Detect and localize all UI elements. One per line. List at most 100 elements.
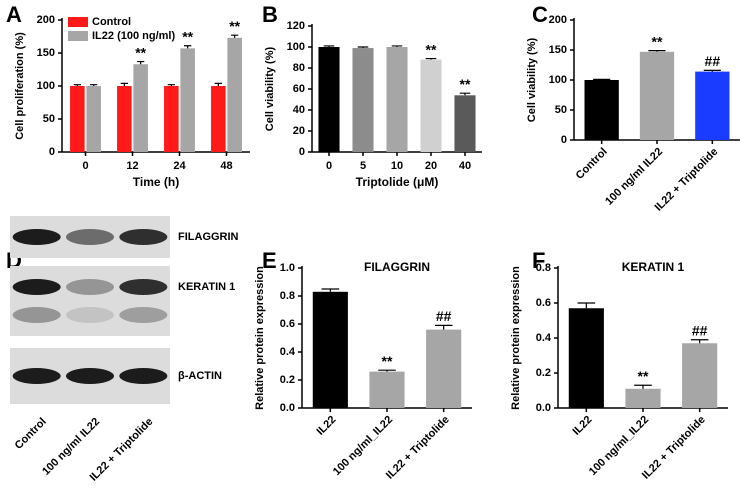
y-tick-label: 60 <box>293 83 305 95</box>
y-tick-label: 50 <box>555 104 567 116</box>
y-tick-label: 0.4 <box>536 332 552 344</box>
y-tick-label: 0.4 <box>280 346 296 358</box>
x-tick-label: IL22 <box>314 414 338 438</box>
y-tick-label: 150 <box>37 47 55 59</box>
row-label: FILAGGRIN <box>178 231 239 243</box>
significance-label: ** <box>652 33 663 49</box>
error-bar <box>231 34 239 38</box>
blot-strip <box>10 266 170 336</box>
blot-band <box>66 307 114 323</box>
panel-letter: B <box>262 2 278 27</box>
significance-label: ## <box>705 53 721 69</box>
error-bar <box>648 50 666 52</box>
y-tick-label: 0 <box>299 146 305 158</box>
error-bar <box>137 60 145 65</box>
significance-label: ** <box>229 18 240 34</box>
x-tick-label: 24 <box>173 160 186 172</box>
significance-label: ** <box>182 28 193 44</box>
blot-band <box>119 279 168 295</box>
y-tick-label: 0.0 <box>536 402 551 414</box>
blot-band <box>12 279 61 295</box>
significance-label: ** <box>426 41 437 57</box>
bar <box>117 86 132 152</box>
y-axis-label: Relative protein expression <box>510 266 522 410</box>
blot-band <box>119 368 168 384</box>
y-tick-label: 150 <box>549 44 567 56</box>
lane-label: Control <box>13 416 49 452</box>
bar <box>180 48 195 152</box>
bar <box>682 343 718 408</box>
blot-band <box>119 229 168 245</box>
y-tick-label: 0.8 <box>536 262 551 274</box>
significance-label: ## <box>436 308 452 324</box>
y-tick-label: 200 <box>549 14 567 26</box>
error-bar <box>357 46 369 49</box>
panel-letter: E <box>262 248 277 273</box>
x-tick-label: 5 <box>360 160 366 172</box>
row-label: β-ACTIN <box>178 370 222 382</box>
x-tick-label: IL22 + Triptolide <box>384 414 452 482</box>
blot-band <box>12 368 61 384</box>
x-tick-label: 20 <box>425 160 437 172</box>
error-bar <box>120 82 128 86</box>
y-tick-label: 0.2 <box>280 374 295 386</box>
bar <box>312 291 348 408</box>
y-tick-label: 0 <box>561 134 567 146</box>
bar <box>211 86 226 152</box>
bar <box>318 47 340 152</box>
error-bar <box>434 324 453 330</box>
y-tick-label: 0.8 <box>280 290 295 302</box>
x-tick-label: 10 <box>391 160 403 172</box>
blot-band <box>119 307 168 323</box>
legend-swatch <box>68 17 88 27</box>
y-axis-label: Cell viability (%) <box>526 37 538 122</box>
y-tick-label: 50 <box>43 113 55 125</box>
error-bar <box>214 82 222 86</box>
x-tick-label: 0 <box>326 160 332 172</box>
bar <box>386 47 408 152</box>
significance-label: ## <box>692 322 708 338</box>
error-bar <box>90 84 98 86</box>
x-tick-label: IL22 <box>570 414 594 438</box>
blot-band <box>66 279 114 295</box>
y-tick-label: 0.2 <box>536 367 551 379</box>
x-tick-label: 100 ng/ml_IL22 <box>587 414 651 478</box>
error-bar <box>593 78 611 80</box>
bar <box>426 329 462 408</box>
x-tick-label: 48 <box>220 160 232 172</box>
panel-letter: A <box>6 2 22 27</box>
bar <box>625 388 661 408</box>
legend-swatch <box>68 31 88 41</box>
significance-label: ** <box>135 44 146 60</box>
bar <box>695 71 730 140</box>
bar <box>352 48 374 152</box>
error-bar <box>459 92 471 96</box>
bar <box>164 86 179 152</box>
y-tick-label: 40 <box>293 104 305 116</box>
y-tick-label: 0 <box>49 146 55 158</box>
significance-label: ** <box>382 353 393 369</box>
y-tick-label: 100 <box>37 80 55 92</box>
bar <box>420 59 442 152</box>
y-tick-label: 80 <box>293 62 305 74</box>
bar <box>70 86 85 152</box>
y-axis-label: Cell proliferation (%) <box>14 32 26 140</box>
bar <box>86 86 101 152</box>
error-bar <box>703 69 721 72</box>
bar <box>227 37 242 152</box>
y-axis-label: Relative protein expression <box>254 266 266 410</box>
blot-band <box>66 229 114 245</box>
y-tick-label: 120 <box>287 20 305 32</box>
error-bar <box>577 302 596 309</box>
error-bar <box>184 45 192 49</box>
x-tick-label: 12 <box>126 160 138 172</box>
x-tick-label: 100 ng/ml_IL22 <box>331 414 395 478</box>
error-bar <box>690 339 709 344</box>
significance-label: ** <box>460 76 471 92</box>
y-axis-label: Cell viability (%) <box>264 46 276 131</box>
chart-title: KERATIN 1 <box>622 260 685 274</box>
x-axis-label: Time (h) <box>133 175 179 189</box>
bar <box>639 51 675 140</box>
bar <box>133 64 148 152</box>
